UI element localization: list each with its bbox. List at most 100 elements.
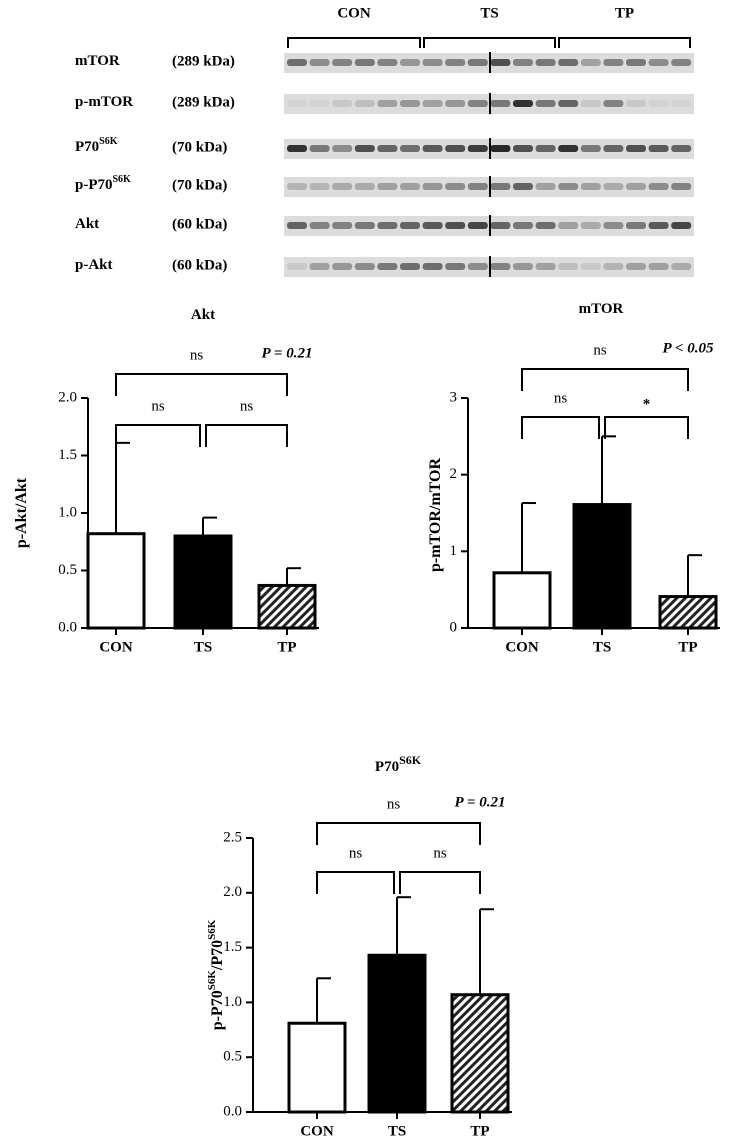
group-label: TS	[480, 5, 498, 21]
y-label-text: p-P70	[209, 990, 226, 1030]
x-tick-label: TP	[277, 639, 296, 655]
comparison-label: ns	[151, 398, 165, 414]
protein-name: Akt	[75, 216, 99, 232]
y-label-sup: S6K	[206, 919, 218, 940]
x-tick-label: CON	[300, 1123, 334, 1139]
blot-band	[671, 263, 692, 270]
y-tick-label: 0.0	[223, 1103, 242, 1119]
protein-name: p-Akt	[75, 257, 113, 273]
blot-band	[354, 59, 375, 66]
y-tick-label: 1.0	[223, 994, 242, 1010]
comparison-label: ns	[240, 398, 254, 414]
blot-band	[287, 145, 307, 152]
blot-band	[422, 222, 443, 229]
comparison-bracket	[604, 416, 689, 439]
p-value-label: P = 0.21	[262, 345, 313, 361]
blot-band	[648, 145, 669, 152]
blot-band	[671, 183, 692, 190]
blot-band	[309, 183, 330, 190]
blot-band	[400, 59, 420, 66]
protein-name: p-mTOR	[75, 94, 133, 110]
blot-band	[467, 100, 488, 107]
protein-label: mTOR	[75, 53, 120, 69]
blot-band	[603, 59, 624, 66]
blot-band	[513, 263, 533, 270]
blot-band	[400, 145, 420, 152]
blot-band	[354, 100, 375, 107]
blot-band	[400, 100, 420, 107]
comparison-label: ns	[349, 845, 363, 861]
blot-band	[332, 59, 353, 66]
y-tick-label: 1	[450, 543, 458, 559]
blot-band	[490, 183, 511, 190]
blot-band	[422, 100, 443, 107]
blot-band	[648, 100, 669, 107]
chart-title: Akt	[191, 307, 215, 323]
y-axis-label: p-mTOR/mTOR	[427, 458, 444, 573]
blot-band	[671, 59, 692, 66]
kda-label: (70 kDa)	[172, 139, 227, 155]
blot-band	[287, 222, 307, 229]
blot-band	[648, 183, 669, 190]
blot-band	[626, 100, 646, 107]
blot-band	[535, 183, 556, 190]
blot-band	[332, 183, 353, 190]
blot-band	[400, 263, 420, 270]
blot-band	[490, 59, 511, 66]
blot-band	[513, 145, 533, 152]
blot-band	[354, 222, 375, 229]
group-bracket	[287, 37, 421, 48]
blot-band	[422, 59, 443, 66]
blot-band	[445, 222, 466, 229]
blot-band	[535, 100, 556, 107]
comparison-bracket	[115, 424, 201, 447]
title-text: mTOR	[579, 301, 624, 317]
x-tick-label: CON	[99, 639, 133, 655]
kda-label: (289 kDa)	[172, 94, 235, 110]
comparison-label: ns	[190, 347, 204, 363]
protein-label: p-Akt	[75, 257, 113, 273]
group-bracket	[423, 37, 556, 48]
y-label-text: p-mTOR/mTOR	[427, 458, 444, 573]
blot-band	[332, 263, 353, 270]
blot-band	[445, 59, 466, 66]
y-label-sup: S6K	[206, 970, 218, 991]
chart-title: P70S6K	[375, 753, 422, 776]
blot-band	[603, 145, 624, 152]
blot-band	[648, 222, 669, 229]
blot-band	[535, 145, 556, 152]
blot-band	[445, 145, 466, 152]
blot-band	[513, 222, 533, 229]
blot-band	[558, 263, 579, 270]
blot-band	[535, 222, 556, 229]
bar	[173, 534, 233, 630]
blot-band	[513, 183, 533, 190]
bar	[287, 1021, 347, 1114]
x-tick-label: TS	[593, 639, 611, 655]
blot-band	[467, 183, 488, 190]
blot-band	[558, 183, 579, 190]
y-tick-label: 0.0	[58, 619, 77, 635]
blot-band	[603, 100, 624, 107]
y-axis-label: p-Akt/Akt	[13, 477, 30, 548]
blot-band	[287, 263, 307, 270]
comparison-label: *	[643, 396, 651, 412]
protein-sup: S6K	[113, 174, 132, 185]
bar	[658, 595, 718, 630]
y-tick-label: 2.5	[223, 829, 242, 845]
blot-band	[490, 100, 511, 107]
bar	[492, 571, 552, 630]
y-tick-label: 2.0	[223, 884, 242, 900]
y-tick-label: 2	[450, 466, 458, 482]
comparison-label: ns	[554, 390, 568, 406]
comparison-bracket	[399, 871, 481, 894]
protein-label: P70S6K	[75, 136, 118, 155]
blot-band	[354, 183, 375, 190]
y-tick-label: 0	[450, 619, 458, 635]
chart-title: mTOR	[579, 301, 624, 317]
blot-band	[377, 59, 398, 66]
blot-band	[580, 145, 601, 152]
y-tick-label: 0.5	[58, 562, 77, 578]
blot-band	[309, 59, 330, 66]
x-tick-label: TS	[388, 1123, 406, 1139]
